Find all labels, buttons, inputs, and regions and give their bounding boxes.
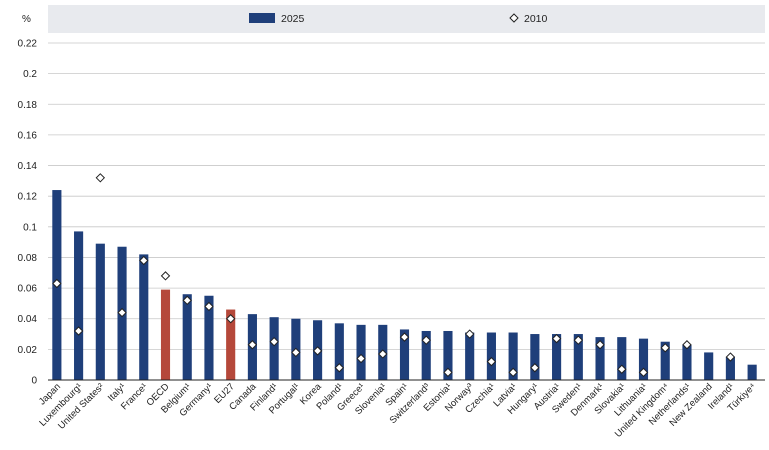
bar-2025: [421, 330, 431, 380]
bar-2025: [595, 337, 605, 380]
legend-background: [48, 5, 765, 33]
bar-2025: [160, 289, 171, 380]
bar-2025: [704, 352, 714, 380]
marker-2010: [464, 329, 475, 339]
y-tick-label: 0.04: [18, 314, 38, 325]
marker-2010: [660, 343, 670, 353]
bar-2025: [486, 332, 496, 380]
y-tick-label: 0: [31, 376, 37, 387]
bar-2025: [269, 317, 279, 380]
marker-2010: [421, 335, 431, 345]
y-tick-label: 0.18: [18, 100, 38, 111]
bar-2025: [617, 337, 627, 380]
bar-2025: [139, 254, 149, 380]
markers-2010: [52, 173, 736, 378]
bar-2025: [182, 294, 192, 380]
marker-2010: [247, 340, 258, 350]
bar-2025: [508, 332, 518, 380]
marker-2010: [638, 367, 649, 378]
bar-2025: [204, 295, 214, 380]
y-axis-unit-label: %: [22, 14, 31, 25]
y-tick-label: 0.02: [18, 345, 38, 356]
bar-2025: [552, 334, 562, 380]
marker-2010: [291, 347, 301, 358]
marker-2010: [269, 336, 279, 347]
marker-2010: [182, 295, 192, 306]
marker-2010: [312, 346, 323, 356]
bar-2025: [399, 329, 410, 380]
y-tick-label: 0.1: [23, 222, 37, 233]
bar-2025: [682, 344, 692, 380]
bar-2025: [573, 334, 583, 380]
bar-2025: [660, 341, 670, 380]
y-tick-label: 0.16: [18, 130, 38, 141]
marker-2010: [73, 326, 84, 336]
y-tick-label: 0.22: [18, 39, 38, 50]
marker-2010: [725, 352, 736, 362]
y-tick-label: 0.12: [18, 192, 38, 203]
marker-2010: [682, 340, 692, 350]
marker-2010: [160, 271, 171, 281]
bar-2025: [530, 334, 540, 380]
marker-2010: [551, 333, 562, 344]
bar-2025: [356, 324, 366, 380]
grid: [48, 42, 765, 350]
bar-2025: [334, 323, 344, 380]
marker-2010: [139, 255, 149, 266]
legend: 2025 2010: [249, 13, 548, 25]
legend-swatch-2025: [249, 13, 275, 23]
bar-2025: [725, 357, 735, 380]
bar-2025: [638, 338, 649, 380]
y-axis-ticks: 0 0.02 0.04 0.06 0.08 0.1 0.12 0.14 0.16 0.18 0.2 0…: [18, 39, 38, 387]
marker-2010: [443, 367, 453, 378]
marker-2010: [617, 364, 627, 374]
marker-2010: [334, 363, 345, 373]
legend-marker-2010: [509, 13, 519, 23]
marker-2010: [573, 335, 584, 345]
bars: [52, 190, 757, 380]
y-tick-label: 0.08: [18, 253, 38, 264]
marker-2010: [508, 367, 518, 378]
marker-2010: [530, 363, 540, 373]
legend-label-2010: 2010: [524, 13, 548, 25]
legend-label-2025: 2025: [281, 13, 305, 25]
marker-2010: [204, 301, 214, 312]
bar-2025: [747, 364, 757, 380]
y-tick-label: 0.2: [23, 69, 37, 80]
marker-2010: [399, 332, 410, 342]
marker-2010: [595, 340, 605, 350]
bar-2025: [226, 309, 236, 380]
y-tick-label: 0.06: [18, 284, 38, 295]
bar-2025: [95, 243, 105, 380]
bar-2025: [443, 330, 453, 380]
y-tick-label: 0.14: [18, 161, 38, 172]
marker-2010: [378, 349, 388, 359]
marker-2010: [486, 356, 497, 367]
marker-2010: [52, 278, 62, 289]
marker-2010: [356, 353, 366, 364]
bar-2025: [74, 231, 84, 380]
marker-2010: [95, 173, 106, 183]
bar-2025: [465, 332, 475, 380]
marker-2010: [117, 307, 127, 318]
marker-2010: [225, 314, 236, 324]
